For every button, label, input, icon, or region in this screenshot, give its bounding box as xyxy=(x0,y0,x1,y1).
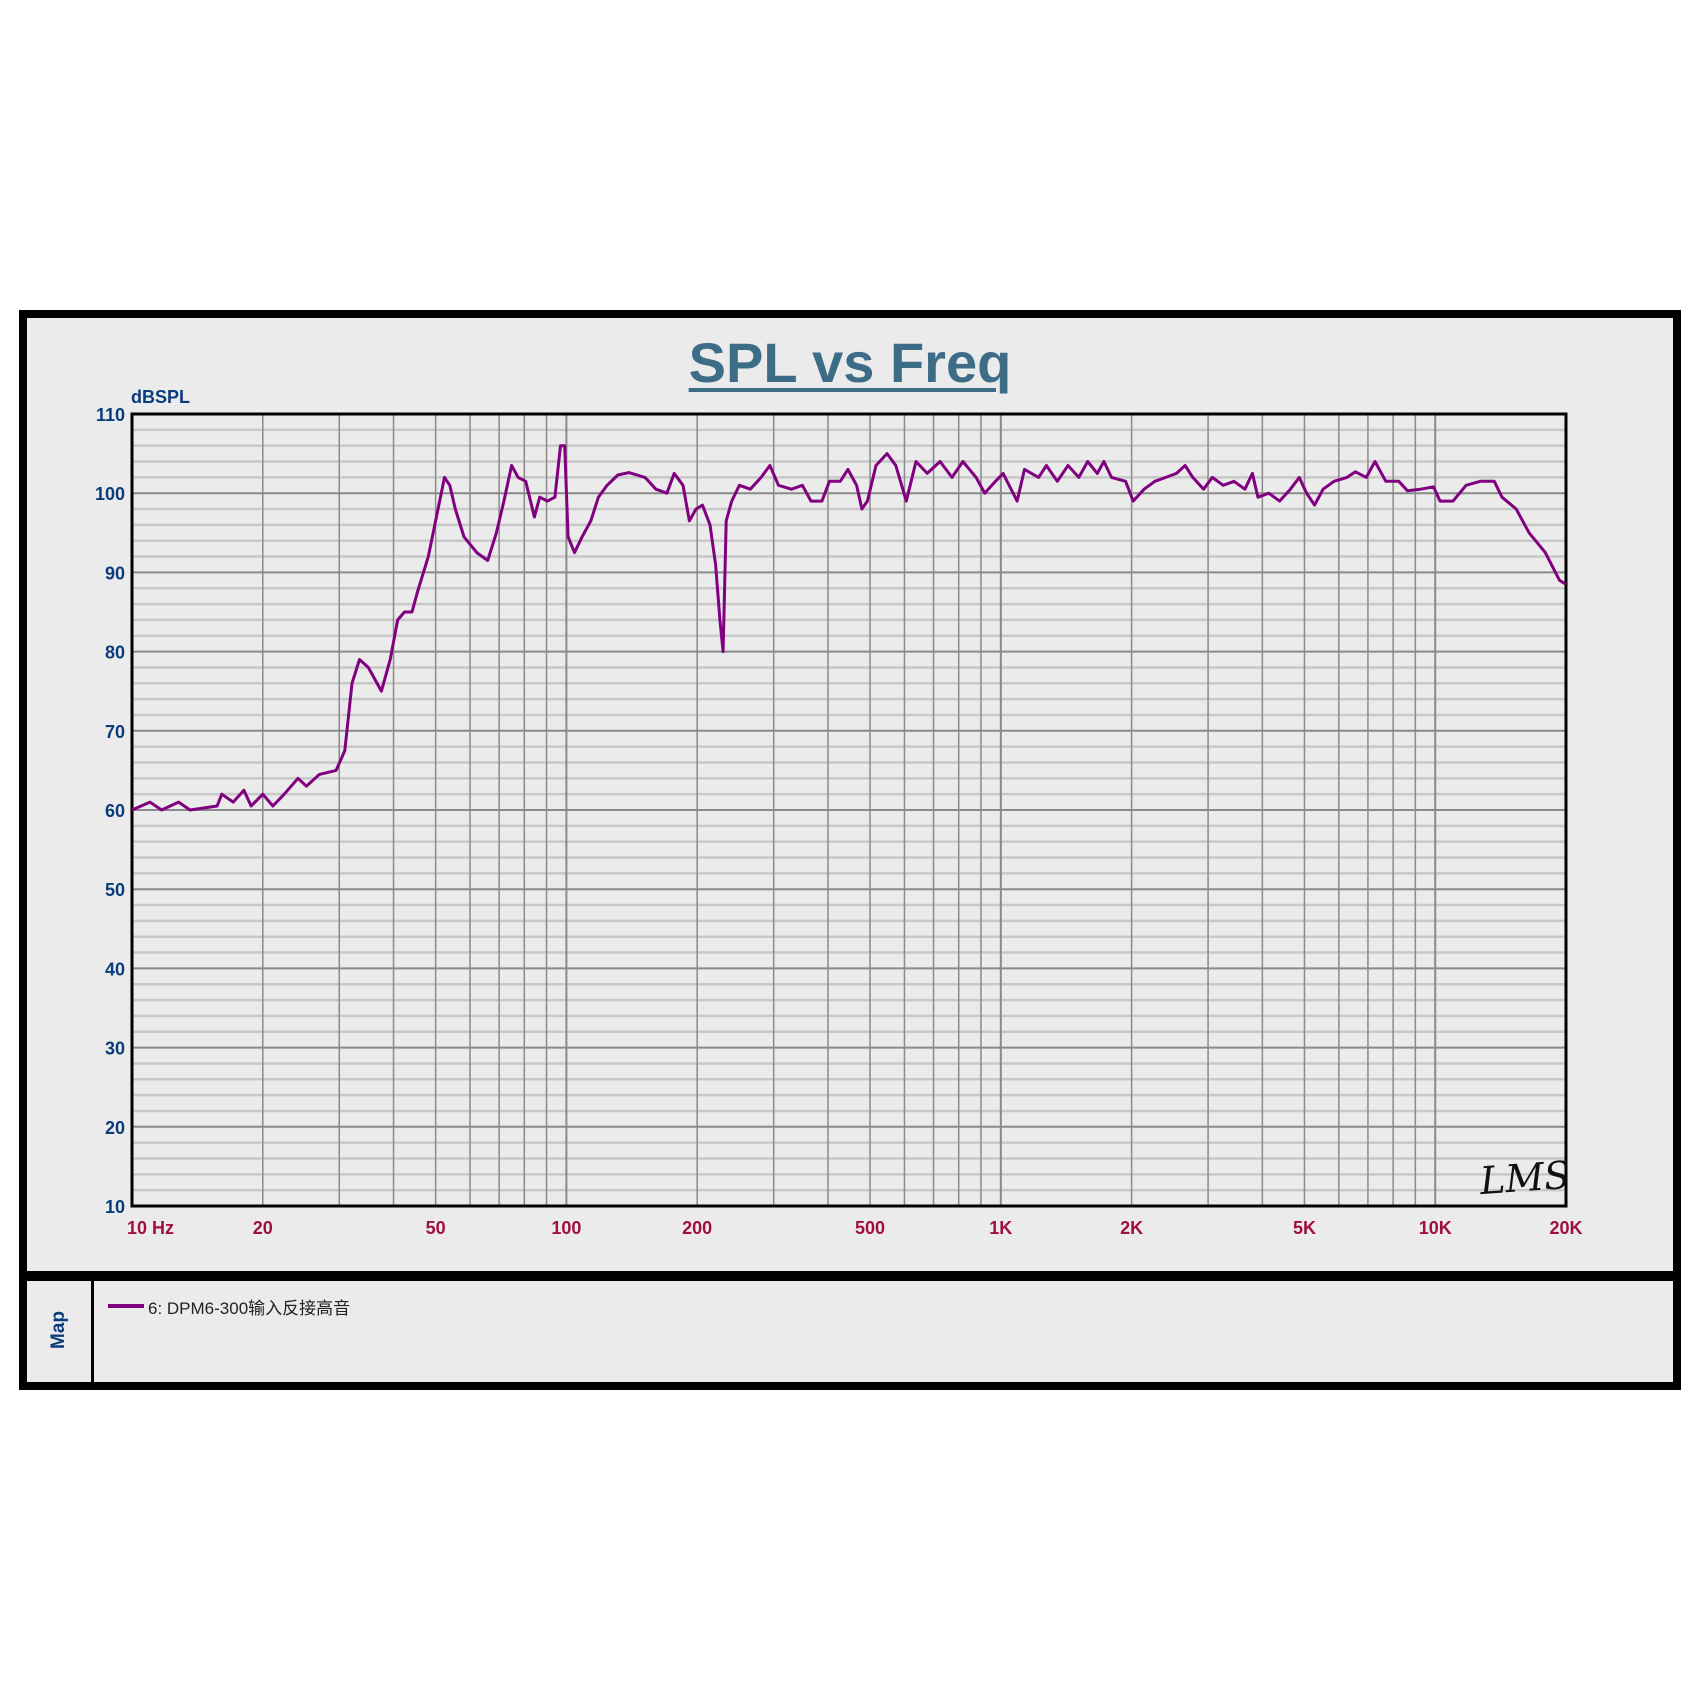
y-tick-label: 50 xyxy=(105,880,125,900)
y-tick-labels: 10 20 30 40 50 60 70 80 90 100 110 xyxy=(95,405,125,1217)
y-tick-label: 100 xyxy=(95,484,125,504)
grid xyxy=(132,414,1566,1206)
y-tick-label: 10 xyxy=(105,1197,125,1217)
y-tick-label: 40 xyxy=(105,959,125,979)
x-tick-label: 10K xyxy=(1419,1218,1452,1238)
x-tick-label: 20 xyxy=(253,1218,273,1238)
x-tick-label: 500 xyxy=(855,1218,885,1238)
x-tick-label: 5K xyxy=(1293,1218,1316,1238)
y-tick-label: 70 xyxy=(105,722,125,742)
x-tick-label: 100 xyxy=(551,1218,581,1238)
lms-logo: LMS xyxy=(1477,1153,1571,1203)
y-tick-label: 30 xyxy=(105,1039,125,1059)
series-line-spl xyxy=(131,444,1567,812)
legend-divider xyxy=(91,1281,94,1382)
x-tick-label: 1K xyxy=(989,1218,1012,1238)
x-tick-label: 200 xyxy=(682,1218,712,1238)
x-tick-label: 20K xyxy=(1549,1218,1582,1238)
x-tick-label: 10 Hz xyxy=(127,1218,174,1238)
x-tick-labels: 10 Hz 20 50 100 200 500 1K 2K 5K 10K 20K xyxy=(127,1218,1583,1238)
y-axis-label: dBSPL xyxy=(131,387,190,407)
legend-swatch xyxy=(108,1304,144,1308)
legend-entry[interactable]: 6: DPM6-300输入反接高音 xyxy=(148,1299,351,1318)
legend-panel: Map 6: DPM6-300输入反接高音 xyxy=(27,1281,1673,1382)
x-tick-label: 50 xyxy=(426,1218,446,1238)
chart-title: SPL vs Freq xyxy=(688,331,1012,394)
y-tick-label: 110 xyxy=(96,405,125,425)
map-tab-label[interactable]: Map xyxy=(48,1311,69,1349)
y-tick-label: 20 xyxy=(105,1118,125,1138)
y-tick-label: 80 xyxy=(105,643,125,663)
y-tick-label: 60 xyxy=(105,801,125,821)
y-tick-label: 90 xyxy=(105,563,125,583)
x-tick-label: 2K xyxy=(1120,1218,1143,1238)
